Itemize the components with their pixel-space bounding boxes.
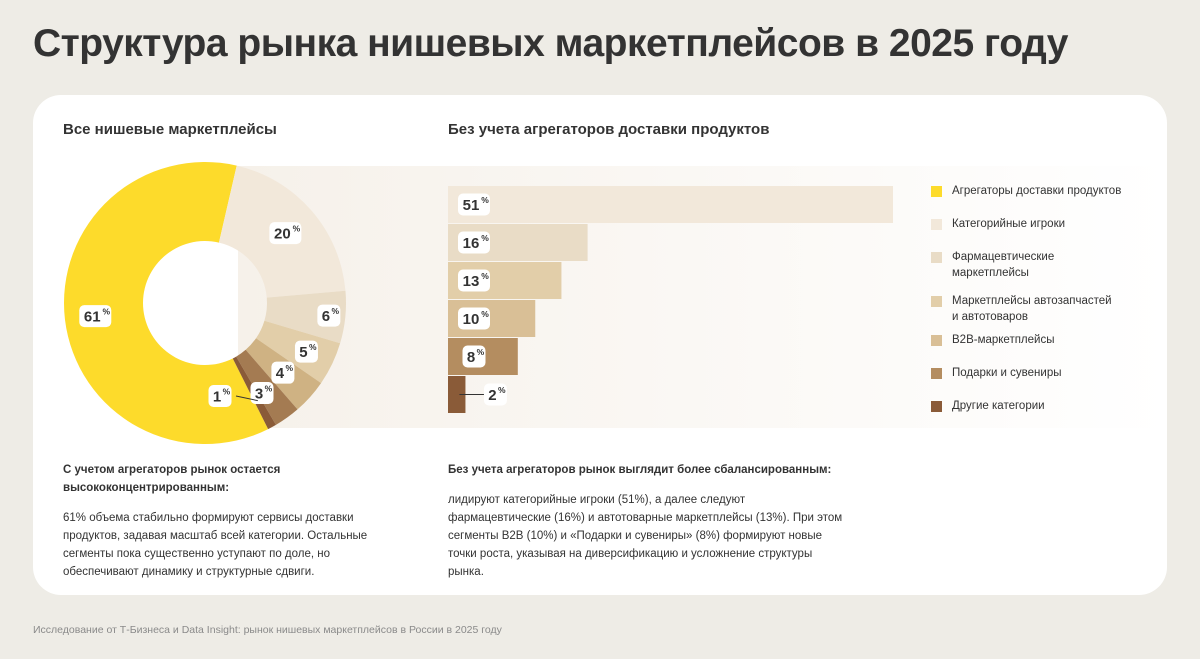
value-label-text: 6 — [322, 308, 330, 325]
value-label-bg — [294, 340, 318, 363]
value-label-text: 51 — [463, 197, 480, 214]
value-label-sign: % — [223, 387, 231, 397]
note-left-heading: С учетом агрегаторов рынок остается высо… — [63, 464, 281, 494]
value-label-sign: % — [102, 307, 110, 317]
source-footnote: Исследование от Т-Бизнеса и Data Insight… — [33, 624, 502, 636]
legend-label: B2B-маркетплейсы — [952, 334, 1055, 346]
value-label-bg — [483, 383, 507, 406]
bar-value-label: 13% — [458, 269, 490, 292]
value-label-bg — [208, 385, 232, 407]
value-label-sign: % — [477, 347, 485, 357]
legend-item: Фармацевтические маркетплейсы — [931, 249, 1061, 281]
legend-item: B2B-маркетплейсы — [931, 332, 1054, 348]
legend-swatch — [931, 219, 942, 230]
value-label-bg — [317, 304, 341, 327]
value-label-bg — [462, 345, 486, 368]
donut-value-label: 1% — [208, 385, 232, 407]
value-label-sign: % — [293, 224, 301, 234]
bar-chart: 51 %16 %13 %10 %8 %2% — [448, 186, 893, 413]
value-label-bg — [458, 193, 490, 216]
value-label-text: 61 — [84, 309, 101, 326]
legend-label: Подарки и сувениры — [952, 367, 1062, 379]
note-right: Без учета агрегаторов рынок выглядит бол… — [448, 461, 848, 581]
donut-chart: 61 %20 %6 %5 %4 %3 %1% — [63, 161, 346, 444]
legend-item: Подарки и сувениры — [931, 365, 1062, 381]
value-label-sign: % — [481, 309, 489, 319]
bar-value-label: 16% — [458, 231, 490, 254]
note-left-body: 61% объема стабильно формируют сервисы д… — [63, 512, 368, 578]
legend-swatch — [931, 186, 942, 197]
value-label-text: 10 — [463, 311, 480, 328]
donut-slice — [264, 290, 346, 344]
bar-value-label: 2% — [483, 383, 507, 406]
legend-label: Агрегаторы доставки продуктов — [952, 185, 1122, 197]
bar-value-label: 51% — [458, 193, 490, 216]
value-label-bg — [250, 382, 274, 404]
value-label-sign: % — [331, 306, 339, 316]
donut-value-label: 3% — [250, 382, 274, 404]
legend-label: Категорийные игроки — [952, 218, 1066, 230]
donut-value-label: 61% — [79, 305, 112, 328]
note-right-heading: Без учета агрегаторов рынок выглядит бол… — [448, 464, 832, 476]
legend-swatch — [931, 296, 942, 307]
donut-value-label: 4% — [271, 361, 295, 384]
donut-value-label: 20% — [269, 222, 302, 245]
legend-label: Другие категории — [952, 400, 1045, 412]
value-label-bg — [269, 222, 302, 245]
bar — [448, 186, 893, 223]
chart-canvas: 61 %20 %6 %5 %4 %3 %1% 51 %16 %13 %10 %8 %2% — [63, 161, 1167, 444]
donut-value-label: 6% — [317, 304, 341, 327]
bar-value-label: 8% — [462, 345, 486, 368]
value-label-text: 4 — [276, 365, 285, 382]
legend-item: Маркетплейсы автозапчастей и автотоваров — [931, 293, 1121, 325]
value-label-text: 3 — [255, 386, 263, 403]
donut-chart-title: Все нишевые маркетплейсы — [63, 121, 277, 138]
value-label-sign: % — [498, 385, 506, 395]
value-label-bg — [271, 361, 295, 384]
legend-swatch — [931, 401, 942, 412]
value-label-sign: % — [265, 384, 273, 394]
value-label-text: 2 — [488, 387, 496, 404]
chart-card: Все нишевые маркетплейсы Без учета агрег… — [33, 95, 1167, 595]
value-label-bg — [458, 231, 490, 254]
note-left: С учетом агрегаторов рынок остается высо… — [63, 461, 393, 581]
value-label-sign: % — [286, 363, 294, 373]
legend-swatch — [931, 335, 942, 346]
leader-line — [235, 395, 258, 402]
page-title: Структура рынка нишевых маркетплейсов в … — [33, 22, 1068, 65]
note-right-body: лидируют категорийные игроки (51%), а да… — [448, 494, 843, 578]
legend-label: Фармацевтические маркетплейсы — [952, 251, 1055, 279]
value-label-sign: % — [481, 233, 489, 243]
value-label-text: 1 — [213, 389, 221, 406]
value-label-sign: % — [309, 342, 317, 352]
bar-chart-title: Без учета агрегаторов доставки продуктов — [448, 121, 770, 138]
legend-item: Другие категории — [931, 398, 1045, 414]
value-label-text: 20 — [274, 226, 291, 243]
value-label-sign: % — [481, 195, 489, 205]
bar-value-label: 10% — [458, 307, 490, 330]
legend-item: Категорийные игроки — [931, 216, 1065, 232]
value-label-bg — [458, 307, 490, 330]
value-label-bg — [458, 269, 490, 292]
value-label-sign: % — [481, 271, 489, 281]
value-label-text: 8 — [467, 349, 475, 366]
value-label-bg — [79, 305, 112, 328]
donut-slice — [63, 161, 269, 444]
value-label-text: 13 — [463, 273, 480, 290]
value-label-text: 5 — [299, 344, 307, 361]
donut-value-label: 5% — [294, 340, 318, 363]
legend-swatch — [931, 252, 942, 263]
bar — [448, 376, 466, 413]
value-label-text: 16 — [463, 235, 480, 252]
legend-swatch — [931, 368, 942, 379]
legend-label: Маркетплейсы автозапчастей и автотоваров — [952, 295, 1112, 323]
legend-item: Агрегаторы доставки продуктов — [931, 183, 1121, 199]
